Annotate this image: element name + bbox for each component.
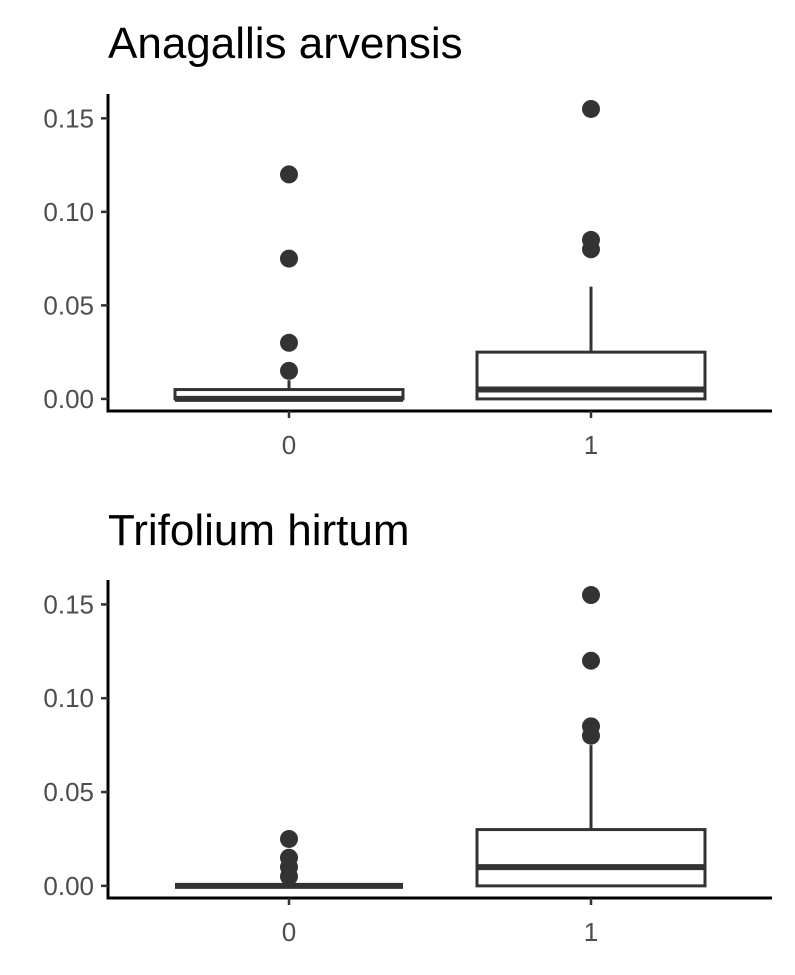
panel-anagallis-arvensis: Anagallis arvensis 0.00 0.05 0.10 0.15 0 1 [43, 19, 772, 460]
plot-area [175, 586, 707, 889]
panel-title: Anagallis arvensis [108, 19, 463, 68]
box-group-0 [173, 165, 405, 402]
outlier-point [280, 333, 298, 352]
outlier-point [582, 651, 600, 670]
y-tick-label: 0.00 [43, 384, 94, 414]
box-group-0 [175, 829, 403, 889]
outlier-point [582, 230, 600, 249]
y-tick-label: 0.05 [43, 777, 94, 807]
x-tick-label: 0 [282, 917, 296, 947]
y-tick-label: 0.15 [43, 103, 94, 133]
outlier-point [582, 717, 600, 736]
y-tick-label: 0.00 [43, 871, 94, 901]
iqr-box [475, 828, 707, 888]
outlier-point [582, 586, 600, 605]
outlier-point [582, 99, 600, 118]
box-group-1 [475, 586, 707, 888]
outlier-point [280, 829, 298, 848]
box-group-1 [475, 99, 707, 401]
outlier-point [280, 165, 298, 184]
y-tick-label: 0.10 [43, 197, 94, 227]
panel-title: Trifolium hirtum [108, 506, 410, 555]
x-tick-label: 1 [584, 430, 598, 460]
outlier-point [280, 848, 298, 867]
plot-area [173, 99, 707, 402]
outlier-point [280, 249, 298, 268]
x-tick-label: 1 [584, 917, 598, 947]
x-tick-label: 0 [282, 430, 296, 460]
y-tick-label: 0.10 [43, 683, 94, 713]
outlier-point [280, 361, 298, 380]
panel-trifolium-hirtum: Trifolium hirtum 0.00 0.05 0.10 0.15 0 1 [43, 506, 772, 947]
y-tick-label: 0.15 [43, 589, 94, 619]
y-tick-label: 0.05 [43, 290, 94, 320]
